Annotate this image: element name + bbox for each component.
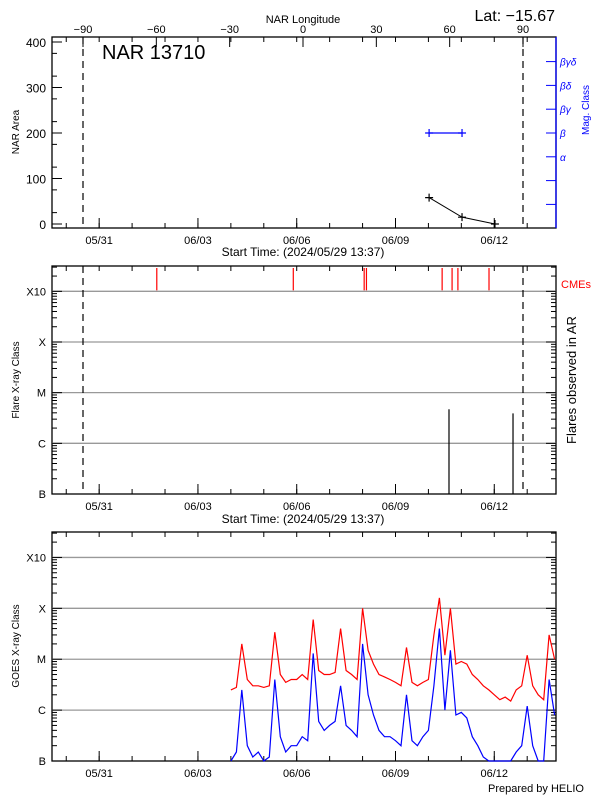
goes-axis-title: GOES X-ray Class	[11, 604, 22, 687]
mag-class-axis-title: Mag. Class	[581, 85, 592, 135]
area-point	[458, 213, 467, 222]
mag-class-point	[425, 129, 434, 137]
area-axis-title: NAR Area	[11, 109, 22, 154]
cme-label: CMEs	[561, 279, 591, 291]
y-class-label: X10	[26, 552, 46, 564]
y-class-label: C	[38, 705, 46, 717]
longitude-tick-label: −90	[74, 24, 93, 36]
y-tick-label: 200	[26, 127, 46, 141]
y-tick-label: 0	[39, 218, 46, 232]
x-tick-label: 06/06	[283, 768, 311, 780]
y-class-label: B	[39, 489, 46, 501]
longitude-tick-label: 90	[517, 24, 529, 36]
goes-long-channel-line	[230, 597, 556, 703]
x-tick-label: 06/03	[184, 768, 212, 780]
y-class-label: M	[37, 388, 46, 400]
mag-class-point	[458, 129, 467, 137]
flare-axis-title: Flare X-ray Class	[11, 341, 22, 418]
longitude-tick-label: −30	[220, 24, 239, 36]
x-tick-label: 06/12	[481, 501, 509, 513]
y-class-label: C	[38, 438, 46, 450]
panel-frame-3	[51, 531, 557, 762]
x-tick-label: 06/09	[382, 501, 410, 513]
y-class-label: B	[39, 756, 46, 768]
y-class-label: X	[39, 337, 47, 349]
panel-frame-1	[51, 36, 557, 229]
x-tick-label: 05/31	[85, 768, 113, 780]
x-tick-label: 06/03	[184, 501, 212, 513]
latitude-label: Lat: −15.67	[474, 8, 555, 25]
goes-short-channel-line	[230, 628, 556, 762]
longitude-tick-label: 30	[370, 24, 382, 36]
y-class-label: X10	[26, 286, 46, 298]
y-tick-label: 100	[26, 173, 46, 187]
x-tick-label: 06/06	[283, 235, 311, 247]
area-point	[490, 220, 499, 228]
x-tick-label: 06/09	[382, 235, 410, 247]
region-title: NAR 13710	[102, 42, 205, 64]
prepared-by-label: Prepared by HELIO	[488, 783, 584, 795]
y-class-label: X	[39, 603, 47, 615]
y-class-label: M	[37, 654, 46, 666]
x-tick-label: 06/12	[481, 235, 509, 247]
longitude-tick-label: −60	[147, 24, 166, 36]
y-tick-label: 300	[26, 82, 46, 96]
mag-class-label: βγδ	[559, 58, 577, 69]
start-time-label-2: Start Time: (2024/05/29 13:37)	[222, 512, 385, 526]
panel-frame-2	[51, 265, 557, 495]
y-tick-label: 400	[26, 36, 46, 50]
start-time-label-1: Start Time: (2024/05/29 13:37)	[222, 245, 385, 259]
x-tick-label: 05/31	[85, 501, 113, 513]
mag-class-label: βγ	[559, 105, 572, 116]
mag-class-label: βδ	[559, 81, 572, 92]
mag-class-label: β	[559, 129, 566, 140]
x-tick-label: 06/09	[382, 768, 410, 780]
longitude-tick-label: 60	[444, 24, 456, 36]
x-tick-label: 06/03	[184, 235, 212, 247]
mag-class-label: α	[560, 153, 566, 164]
flares-observed-label: Flares observed in AR	[564, 316, 579, 444]
area-point	[425, 193, 434, 202]
longitude-axis-title: NAR Longitude	[266, 14, 341, 26]
x-tick-label: 05/31	[85, 235, 113, 247]
longitude-tick-label: 0	[300, 24, 306, 36]
x-tick-label: 06/12	[481, 768, 509, 780]
x-tick-label: 06/06	[283, 501, 311, 513]
